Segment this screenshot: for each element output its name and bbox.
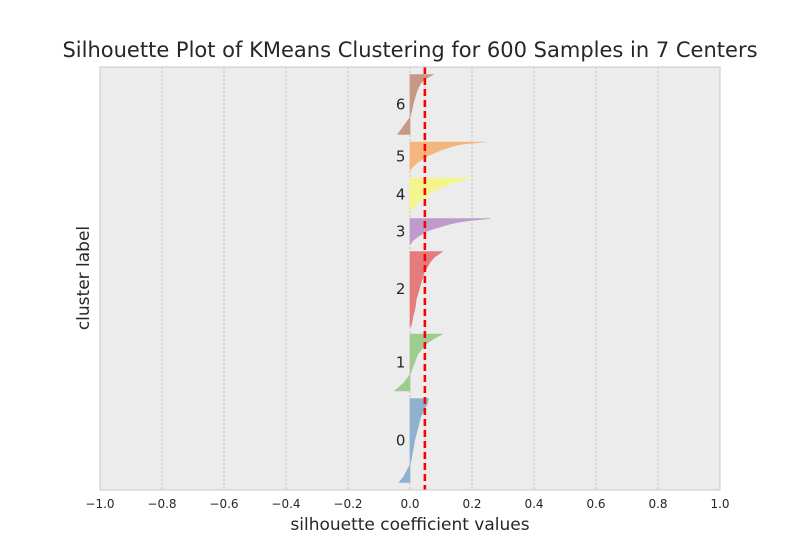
x-tick-label: 0.2 [462,497,481,511]
y-axis-label: cluster label [74,226,94,330]
silhouette-cluster-2 [409,251,444,327]
cluster-label-2: 2 [396,280,406,298]
plot-border [99,66,721,491]
cluster-label-5: 5 [396,147,406,165]
silhouette-cluster-6 [397,74,435,135]
chart-title: Silhouette Plot of KMeans Clustering for… [62,38,757,62]
cluster-label-6: 6 [396,96,406,114]
cluster-label-0: 0 [396,432,406,450]
x-axis-label: silhouette coefficient values [290,515,529,535]
silhouette-areas [393,74,491,483]
cluster-label-1: 1 [396,354,406,372]
x-tick-label: −0.6 [209,497,238,511]
silhouette-cluster-4 [409,177,473,212]
x-tick-label: 0.0 [400,497,419,511]
x-tick-label: −0.4 [271,497,300,511]
x-tick-label: 1.0 [710,497,729,511]
cluster-label-3: 3 [396,222,406,240]
x-tick-label: 0.8 [648,497,667,511]
x-tick-label: −0.8 [147,497,176,511]
x-tick-label: −1.0 [85,497,114,511]
x-tick-label: −0.2 [333,497,362,511]
x-tick-label: 0.6 [586,497,605,511]
silhouette-cluster-1 [393,333,443,392]
x-tick-label: 0.4 [524,497,543,511]
cluster-labels: 0 1 2 3 4 5 6 [396,96,406,450]
silhouette-cluster-5 [409,141,486,172]
x-axis-ticks: −1.0 −0.8 −0.6 −0.4 −0.2 0.0 0.2 0.4 0.6 0.8 1.0 [85,497,729,511]
cluster-label-4: 4 [396,186,406,204]
